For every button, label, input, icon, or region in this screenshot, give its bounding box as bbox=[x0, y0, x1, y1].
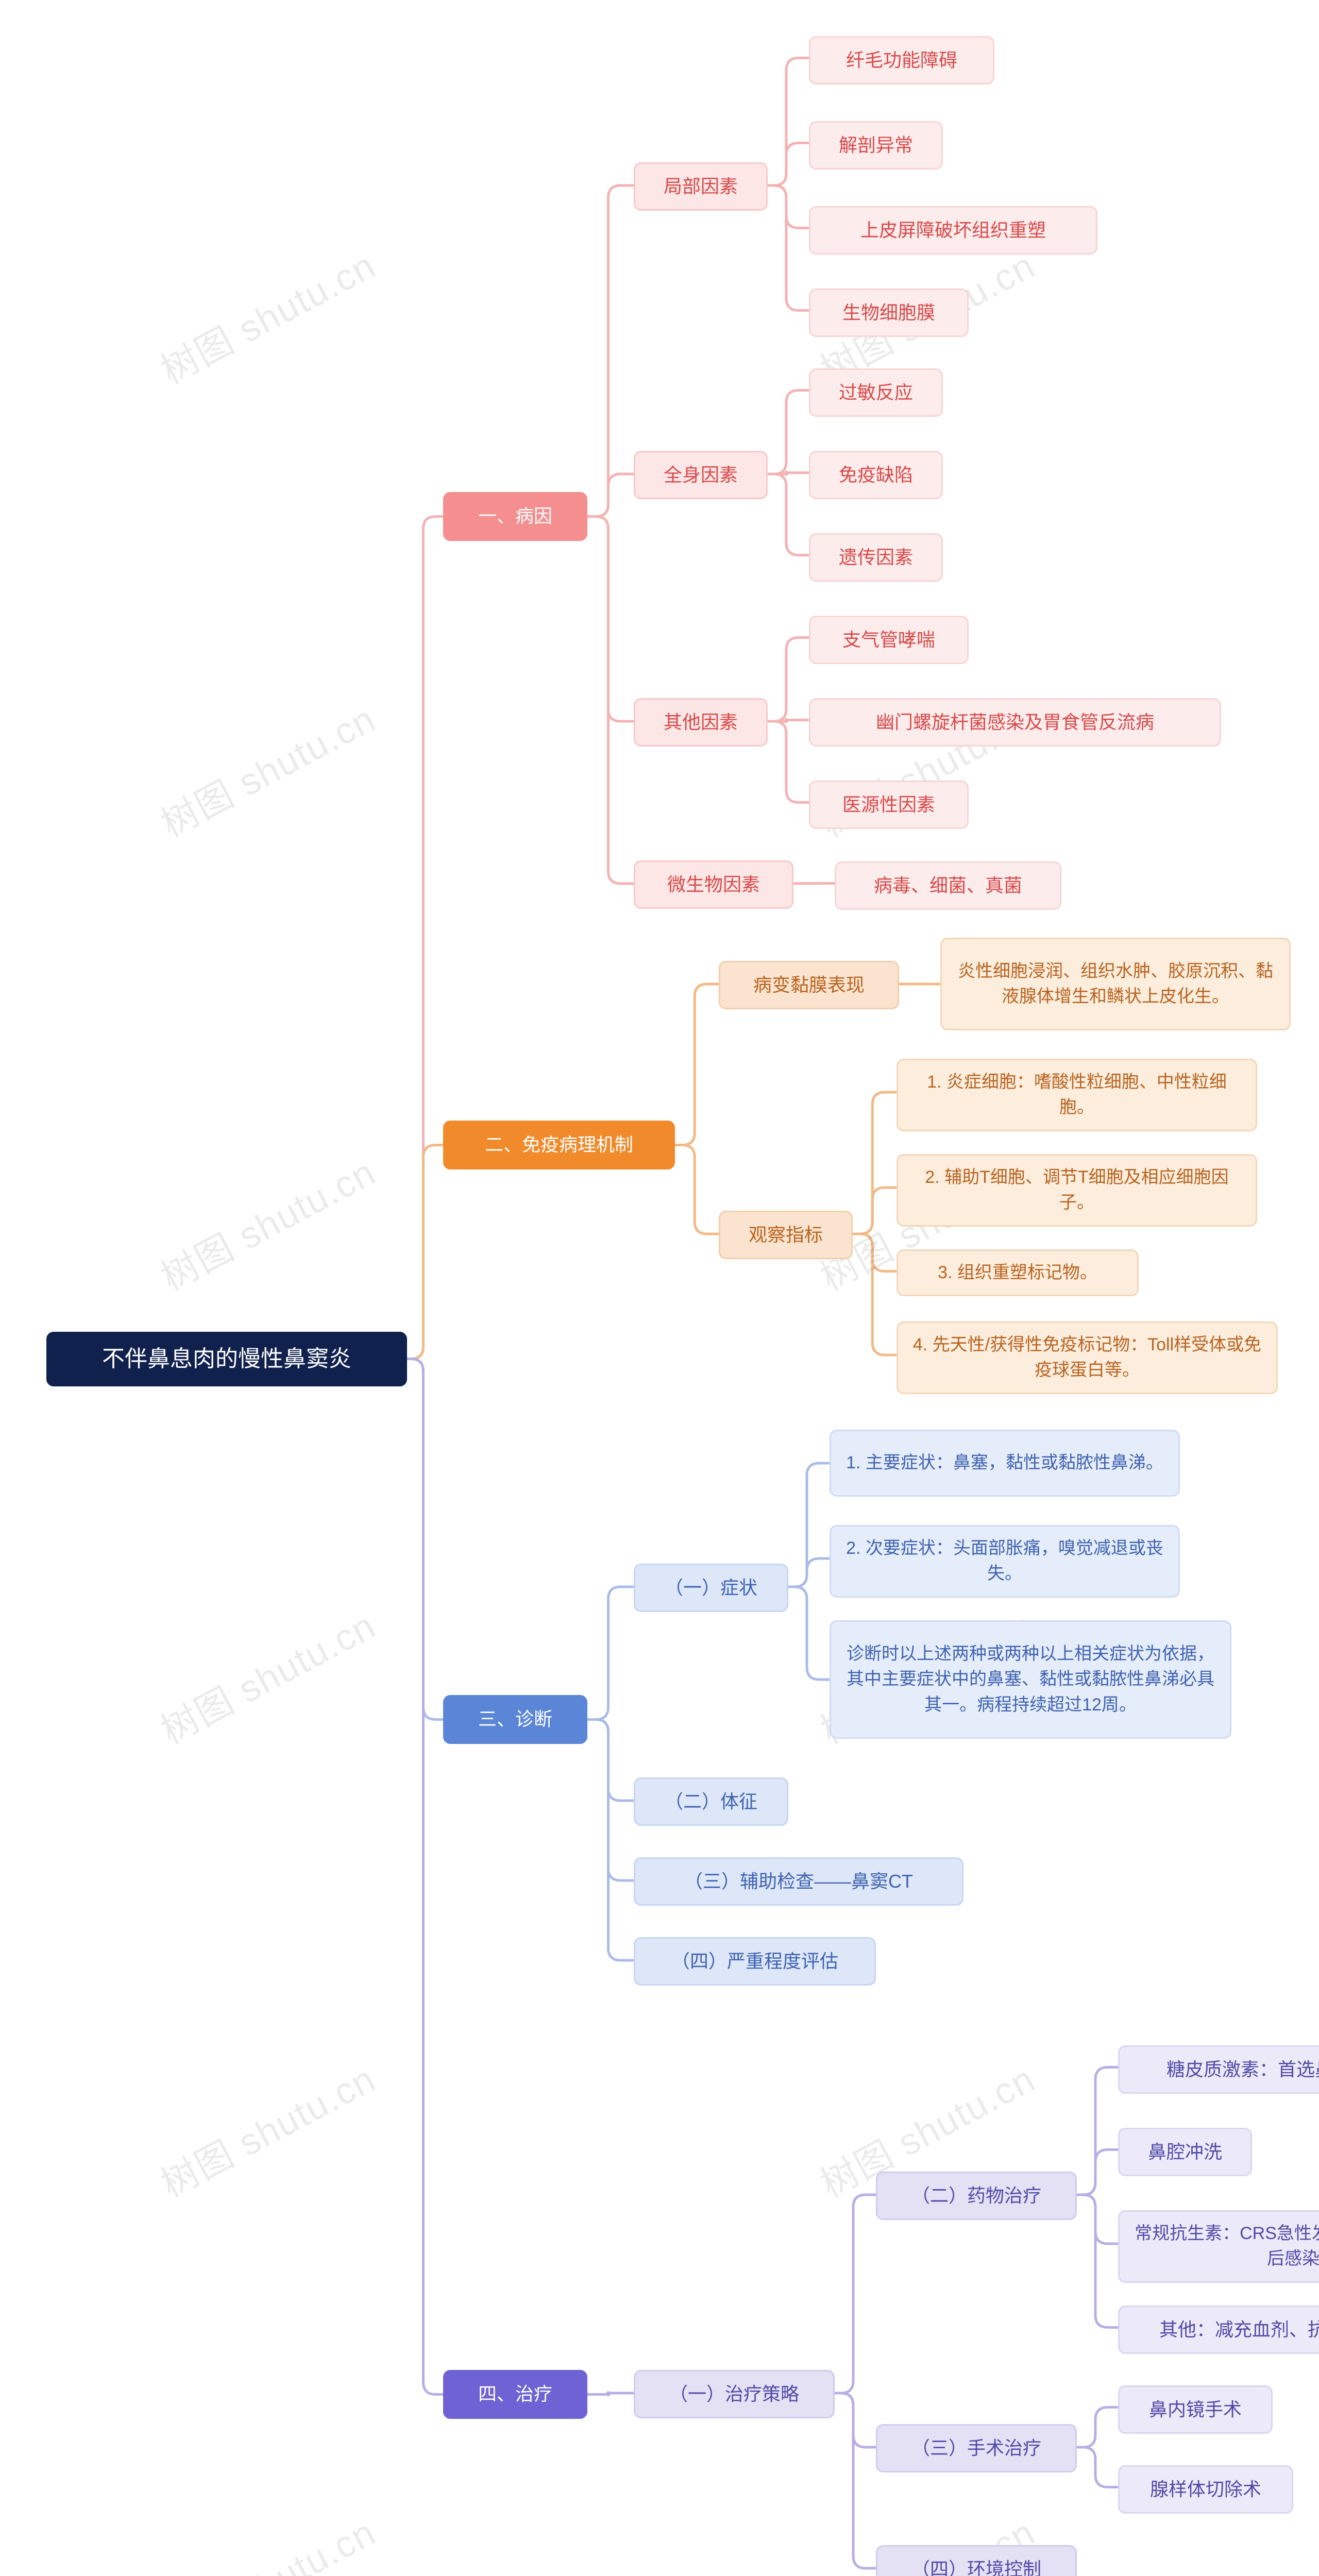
child-node: （四）环境控制 bbox=[876, 2545, 1077, 2576]
watermark: 树图 shutu.cn bbox=[150, 1596, 384, 1754]
watermark: 树图 shutu.cn bbox=[150, 1142, 384, 1301]
branch-node: 二、免疫病理机制 bbox=[443, 1121, 675, 1170]
leaf-node: 糖皮质激素：首选鼻喷激素 bbox=[1118, 2045, 1319, 2094]
leaf-node: 1. 主要症状：鼻塞，黏性或黏脓性鼻涕。 bbox=[830, 1430, 1180, 1497]
watermark: 树图 shutu.cn bbox=[150, 235, 384, 394]
leaf-node: 其他：减充血剂、抗过敏药物…… bbox=[1118, 2306, 1319, 2354]
leaf-node: 解剖异常 bbox=[809, 121, 943, 170]
leaf-node: 支气管哮喘 bbox=[809, 616, 969, 664]
child-node: （一）治疗策略 bbox=[634, 2370, 835, 2418]
leaf-node: 3. 组织重塑标记物。 bbox=[897, 1249, 1139, 1296]
child-node: 全身因素 bbox=[634, 451, 768, 499]
leaf-node: 上皮屏障破坏组织重塑 bbox=[809, 206, 1097, 255]
leaf-node: 医源性因素 bbox=[809, 781, 969, 829]
child-node: 其他因素 bbox=[634, 698, 768, 747]
leaf-node: 腺样体切除术 bbox=[1118, 2465, 1293, 2514]
mindmap-canvas: 树图 shutu.cn 树图 shutu.cn 树图 shutu.cn 树图 shut… bbox=[0, 0, 1319, 2576]
child-node: （三）辅助检查——鼻窦CT bbox=[634, 1857, 963, 1906]
child-node: 局部因素 bbox=[634, 162, 768, 211]
leaf-node: 幽门螺旋杆菌感染及胃食管反流病 bbox=[809, 698, 1221, 747]
leaf-node: 2. 次要症状：头面部胀痛，嗅觉减退或丧失。 bbox=[830, 1525, 1180, 1598]
watermark: 树图 shutu.cn bbox=[150, 2502, 384, 2576]
child-node: （一）症状 bbox=[634, 1564, 788, 1612]
child-node: 微生物因素 bbox=[634, 860, 793, 909]
branch-node: 四、治疗 bbox=[443, 2370, 587, 2419]
leaf-node: 炎性细胞浸润、组织水肿、胶原沉积、黏液腺体增生和鳞状上皮化生。 bbox=[940, 938, 1291, 1030]
leaf-node: 鼻内镜手术 bbox=[1118, 2385, 1273, 2434]
leaf-node: 纤毛功能障碍 bbox=[809, 36, 994, 84]
branch-node: 三、诊断 bbox=[443, 1695, 587, 1744]
leaf-node: 常规抗生素：CRS急性发作及鼻内镜手术后感染 bbox=[1118, 2210, 1319, 2283]
leaf-node: 4. 先天性/获得性免疫标记物：Toll样受体或免疫球蛋白等。 bbox=[897, 1321, 1278, 1394]
leaf-node: 病毒、细菌、真菌 bbox=[835, 861, 1061, 910]
leaf-node: 2. 辅助T细胞、调节T细胞及相应细胞因子。 bbox=[897, 1154, 1257, 1227]
child-node: 病变黏膜表现 bbox=[719, 961, 899, 1009]
child-node: （二）体征 bbox=[634, 1777, 788, 1826]
child-node: （四）严重程度评估 bbox=[634, 1937, 876, 1986]
child-node: （三）手术治疗 bbox=[876, 2424, 1077, 2472]
branch-node: 一、病因 bbox=[443, 492, 587, 541]
leaf-node: 过敏反应 bbox=[809, 368, 943, 417]
watermark: 树图 shutu.cn bbox=[150, 689, 384, 848]
leaf-node: 生物细胞膜 bbox=[809, 289, 969, 337]
leaf-node: 诊断时以上述两种或两种以上相关症状为依据，其中主要症状中的鼻塞、黏性或黏脓性鼻涕… bbox=[830, 1620, 1231, 1739]
watermark: 树图 shutu.cn bbox=[150, 2049, 384, 2208]
leaf-node: 鼻腔冲洗 bbox=[1118, 2128, 1252, 2176]
root-node: 不伴鼻息肉的慢性鼻窦炎 bbox=[46, 1332, 407, 1386]
child-node: （二）药物治疗 bbox=[876, 2172, 1077, 2220]
leaf-node: 1. 炎症细胞：嗜酸性粒细胞、中性粒细胞。 bbox=[897, 1059, 1257, 1131]
leaf-node: 免疫缺陷 bbox=[809, 451, 943, 499]
child-node: 观察指标 bbox=[719, 1211, 853, 1259]
leaf-node: 遗传因素 bbox=[809, 533, 943, 582]
